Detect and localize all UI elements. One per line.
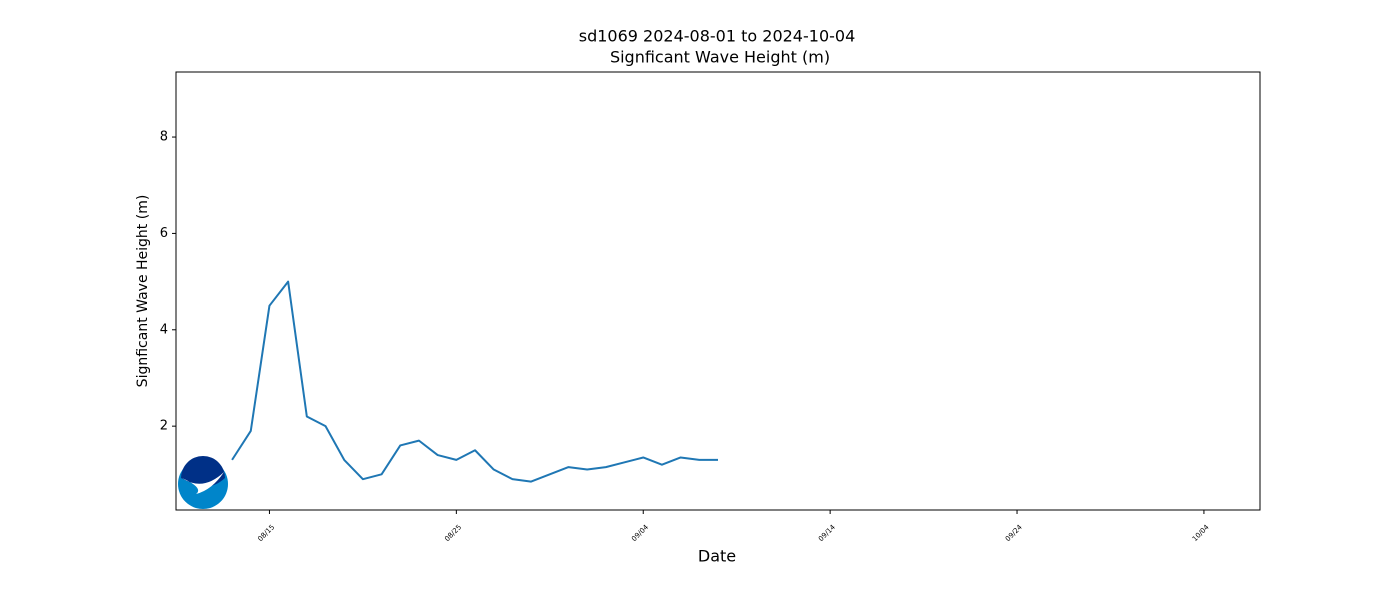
y-axis-label: Signficant Wave Height (m) (135, 195, 151, 388)
y-tick-label: 2 (160, 419, 168, 434)
x-tick-label: 10/04 (1191, 523, 1211, 543)
logo-gull (182, 472, 224, 494)
y-tick-label: 4 (160, 322, 168, 337)
x-tick-label: 09/04 (630, 523, 650, 543)
x-tick-label: 09/24 (1004, 523, 1024, 543)
logo-top (181, 456, 225, 487)
x-tick-label: 08/15 (256, 523, 276, 543)
y-tick-label: 8 (160, 130, 168, 145)
x-tick-label: 09/14 (817, 523, 837, 543)
x-axis-label: Date (698, 547, 736, 566)
noaa-logo (178, 456, 228, 509)
chart-subtitle: Signficant Wave Height (m) (610, 48, 830, 67)
x-tick-label: 08/25 (443, 523, 463, 543)
y-tick-label: 6 (160, 226, 168, 241)
plot-frame (175, 71, 1261, 511)
data-line (231, 280, 718, 483)
chart-title: sd1069 2024-08-01 to 2024-10-04 (579, 27, 856, 46)
